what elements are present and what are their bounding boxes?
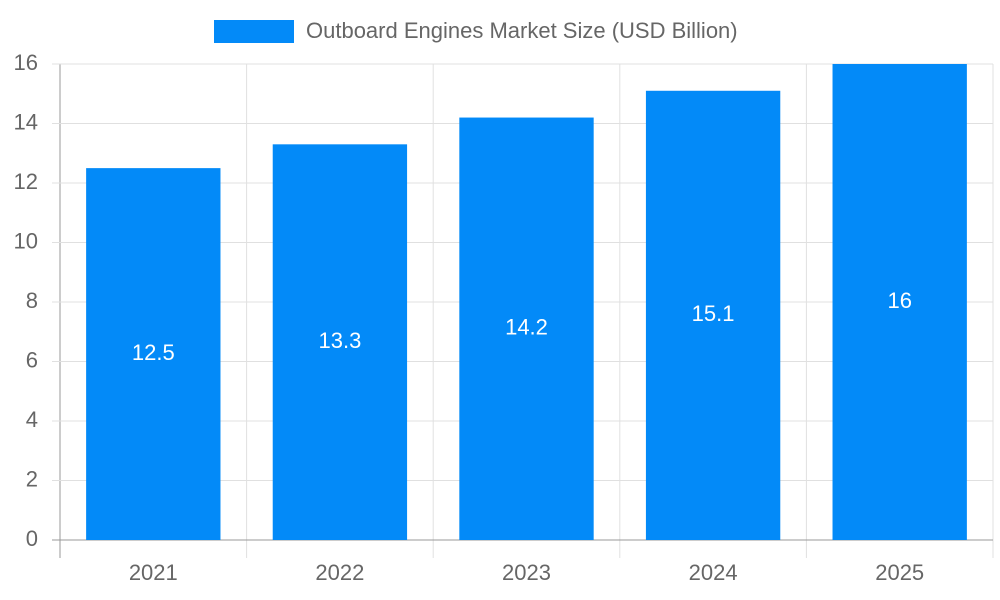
y-tick-label: 6: [26, 347, 38, 372]
y-tick-label: 12: [14, 169, 38, 194]
y-tick-label: 4: [26, 407, 38, 432]
y-tick-label: 10: [14, 228, 38, 253]
y-tick-label: 16: [14, 50, 38, 75]
x-tick-label: 2022: [315, 560, 364, 585]
y-tick-label: 2: [26, 466, 38, 491]
value-label: 14.2: [505, 315, 548, 340]
bar: [459, 117, 594, 541]
legend-swatch: [214, 20, 294, 43]
bar: [272, 144, 408, 540]
x-tick-label: 2023: [502, 560, 551, 585]
bar: [645, 90, 781, 541]
x-tick-label: 2021: [129, 560, 178, 585]
value-label: 12.5: [132, 340, 175, 365]
value-label: 13.3: [318, 328, 361, 353]
y-tick-label: 8: [26, 288, 38, 313]
x-tick-label: 2025: [875, 560, 924, 585]
x-tick-label: 2024: [689, 560, 738, 585]
y-tick-label: 14: [14, 109, 38, 134]
value-label: 15.1: [692, 301, 735, 326]
legend-label: Outboard Engines Market Size (USD Billio…: [306, 18, 738, 43]
bar: [86, 168, 221, 540]
value-label: 16: [887, 288, 911, 313]
y-tick-label: 0: [26, 526, 38, 551]
bar: [832, 64, 967, 540]
